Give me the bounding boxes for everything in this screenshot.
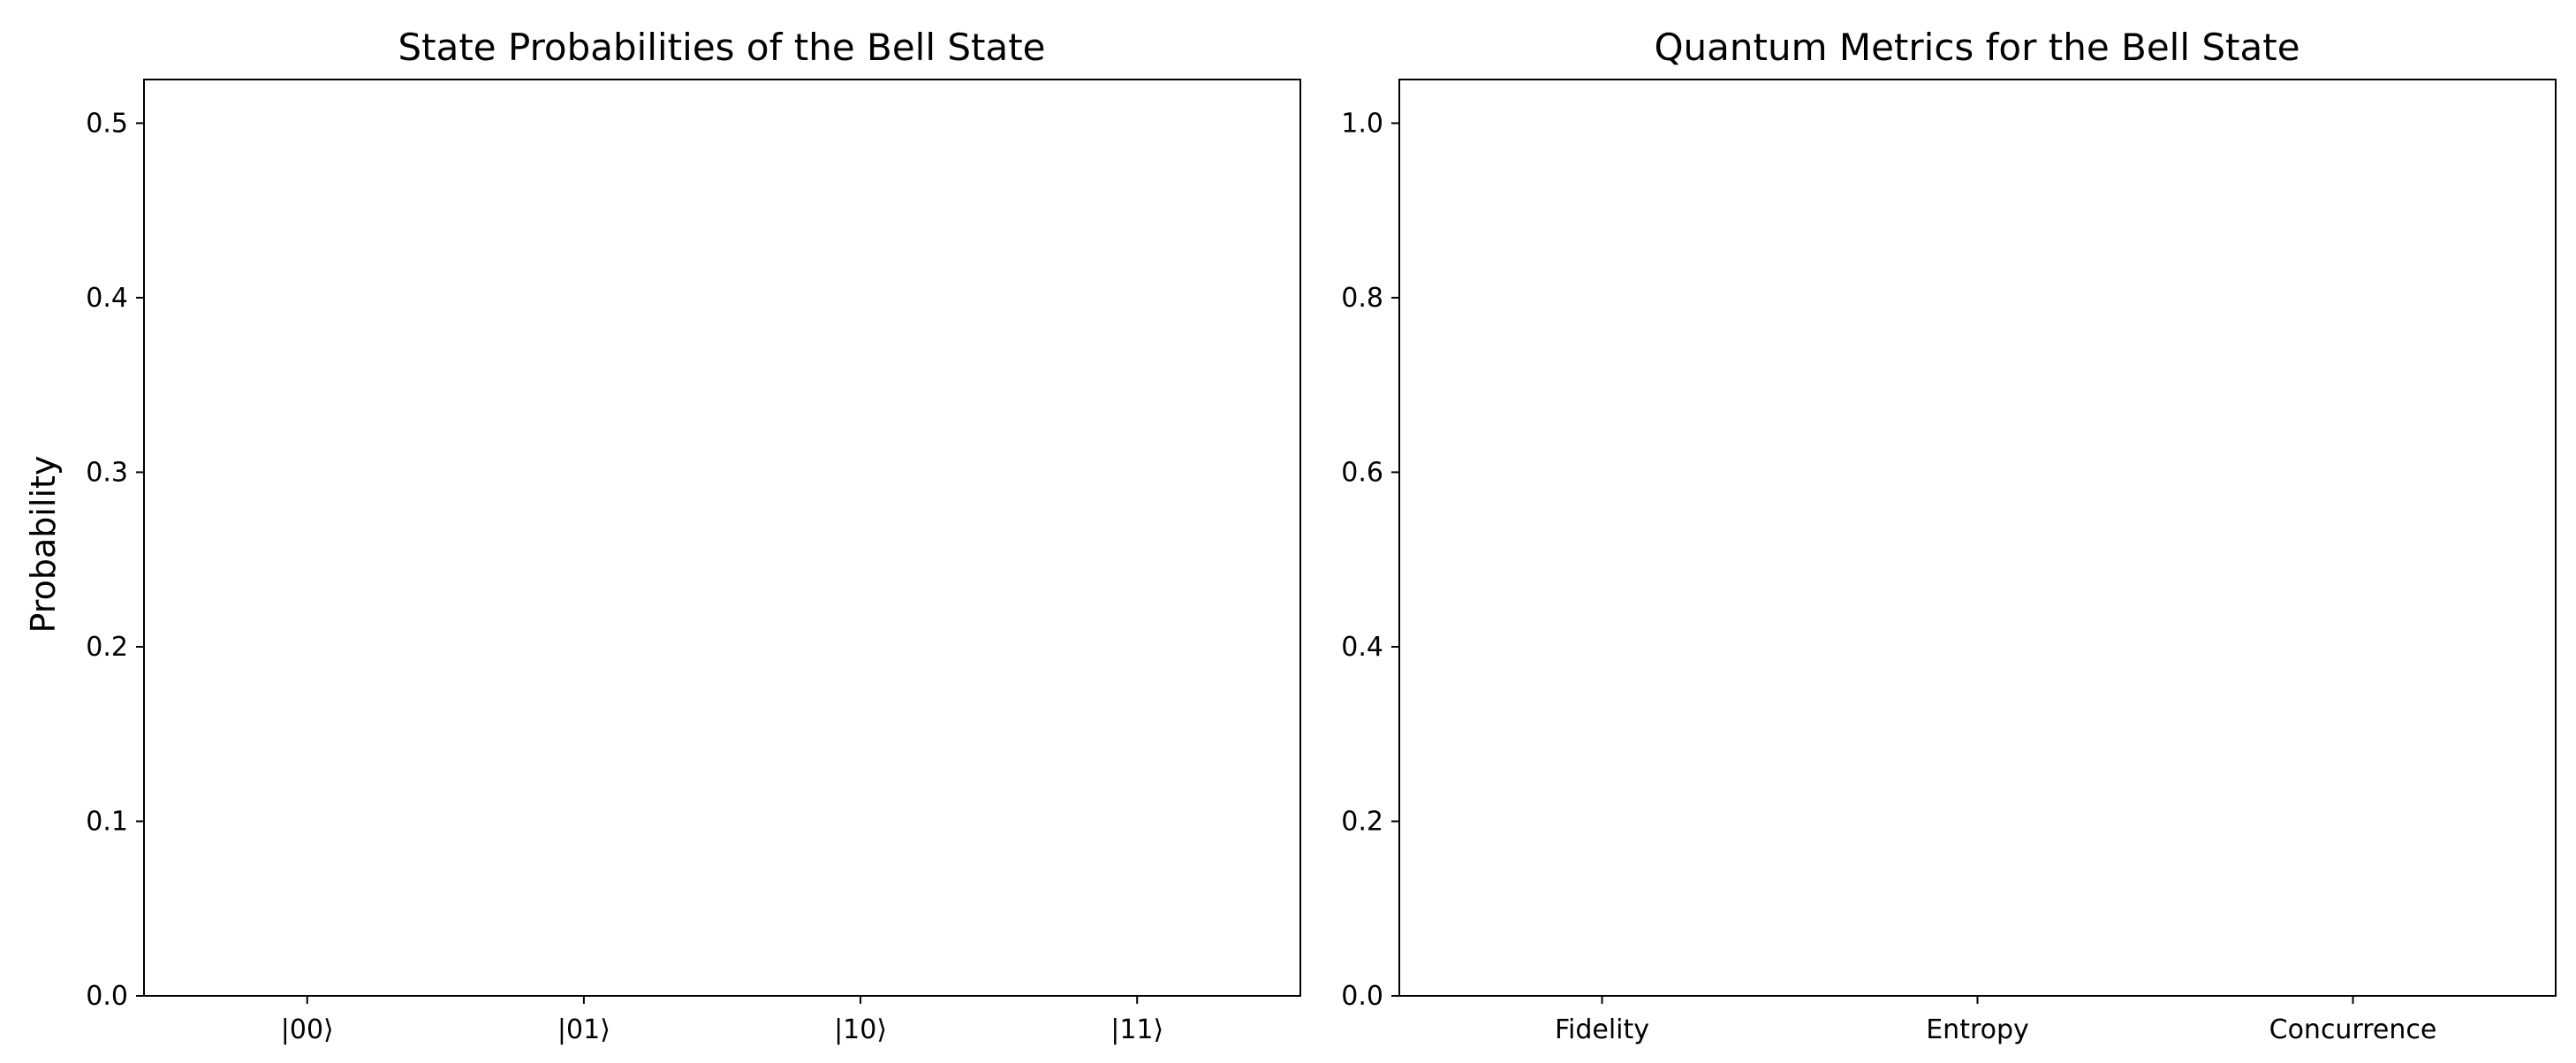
x-tick-label: Entropy <box>1926 1014 2029 1045</box>
plot-area: 0.0 0.2 0.4 0.6 0.8 1.0 Fidelity Entropy Concurr… <box>1341 79 2557 1045</box>
chart-title: State Probabilities of the Bell State <box>398 26 1045 69</box>
y-tick-label: 0.0 <box>1341 981 1383 1012</box>
y-tick-label: 0.3 <box>86 457 128 488</box>
axes-frame <box>143 79 1301 997</box>
y-tick-label: 0.5 <box>86 108 128 139</box>
x-tick-label: |10⟩ <box>834 1014 887 1045</box>
x-tick-label: Fidelity <box>1555 1014 1649 1045</box>
y-tick-label: 0.4 <box>86 283 128 314</box>
y-tick-label: 0.6 <box>1341 457 1383 488</box>
x-tick-label: |00⟩ <box>281 1014 334 1045</box>
y-tick-label: 1.0 <box>1341 108 1383 139</box>
chart-title: Quantum Metrics for the Bell State <box>1654 26 2299 69</box>
y-tick-label: 0.2 <box>86 632 128 663</box>
plot-area: 0.0 0.1 0.2 0.3 0.4 0.5 |00⟩ |01⟩ |10⟩ |11⟩ <box>86 79 1301 1045</box>
y-tick-label: 0.8 <box>1341 283 1383 314</box>
y-tick-label: 0.0 <box>86 981 128 1012</box>
axes-frame <box>1398 79 2557 997</box>
y-tick-label: 0.4 <box>1341 632 1383 663</box>
y-tick-label: 0.1 <box>86 806 128 837</box>
x-tick-label: |01⟩ <box>557 1014 610 1045</box>
x-tick-label: |11⟩ <box>1110 1014 1163 1045</box>
y-axis-label: Probability <box>24 456 63 634</box>
x-tick-label: Concurrence <box>2269 1014 2437 1045</box>
chart-state-probabilities: State Probabilities of the Bell State Pr… <box>24 26 1301 1045</box>
y-tick-label: 0.2 <box>1341 806 1383 837</box>
chart-quantum-metrics: Quantum Metrics for the Bell State 0.00.… <box>1341 26 2557 1045</box>
